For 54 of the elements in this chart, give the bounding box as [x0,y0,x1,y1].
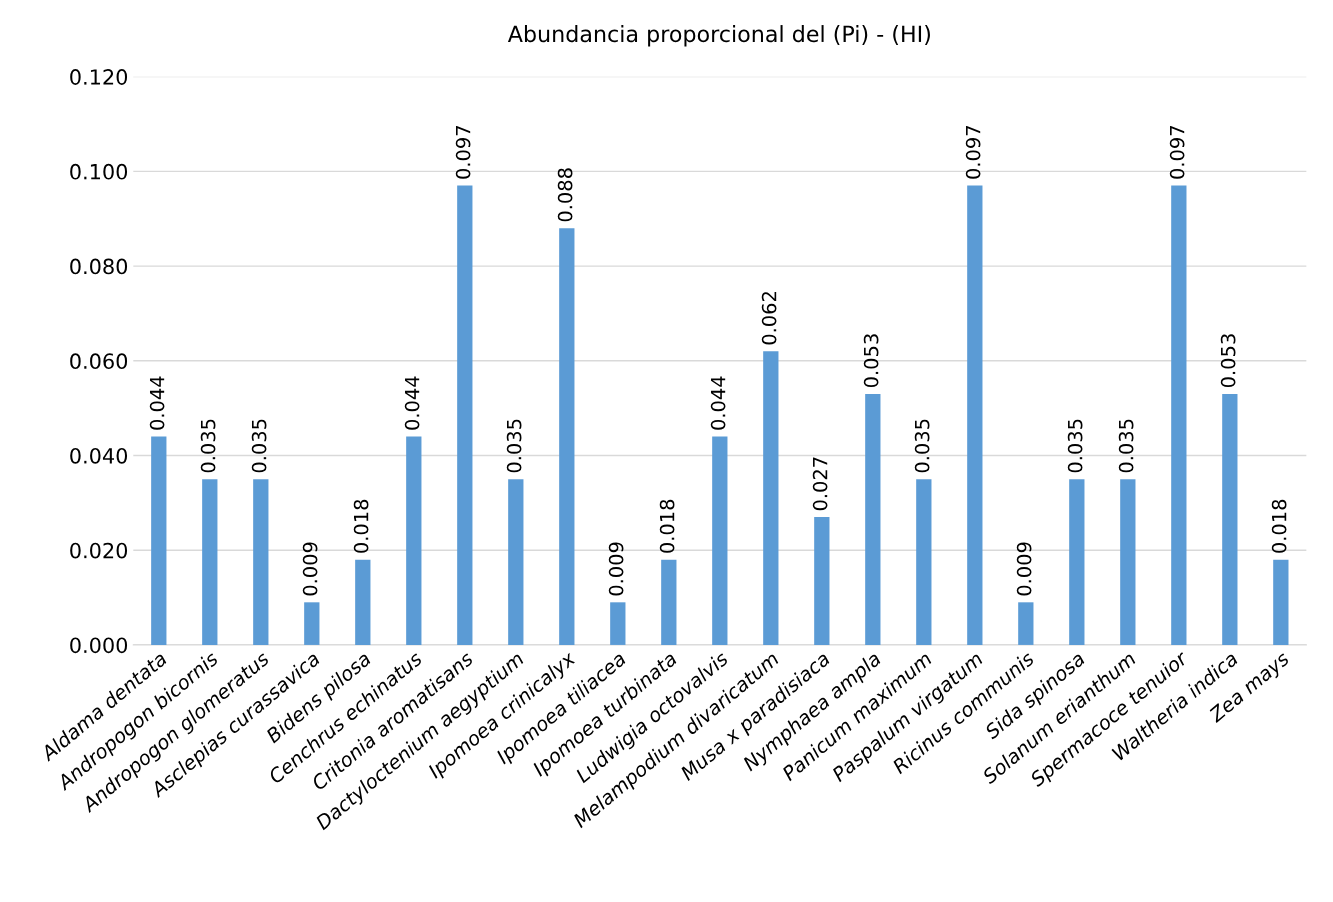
data-label: 0.044 [710,376,726,430]
bar [151,436,167,645]
data-label: 0.027 [812,457,828,511]
data-label: 0.018 [659,499,675,553]
data-label: 0.035 [251,419,267,473]
data-label: 0.044 [149,376,165,430]
data-label: 0.097 [1169,126,1185,179]
bar [712,436,728,645]
data-label: 0.062 [761,292,777,345]
data-label: 0.035 [1118,419,1134,473]
bar [202,479,218,645]
bar [1120,479,1136,645]
bar [1069,479,1085,645]
data-label: 0.035 [200,419,216,473]
bar [1018,602,1034,645]
y-tick-label: 0.080 [70,258,128,275]
data-label: 0.009 [302,542,318,596]
bar [355,559,371,645]
y-tick-label: 0.040 [70,447,128,464]
bar [661,559,677,645]
y-tick-label: 0.020 [70,542,128,559]
data-label: 0.018 [1271,499,1287,553]
data-label: 0.009 [608,542,624,596]
data-label: 0.035 [1067,419,1083,473]
y-tick-label: 0.120 [70,69,128,85]
bar [814,517,830,645]
bar [916,479,932,645]
data-label: 0.044 [404,376,420,430]
y-tick-label: 0.000 [70,637,128,654]
data-label: 0.009 [1016,542,1032,596]
data-label: 0.035 [506,419,522,473]
chart-title: Abundancia proporcional del (Pi) - (HI) [507,25,930,47]
y-tick-label: 0.100 [70,163,128,180]
bar [253,479,269,645]
data-label: 0.097 [455,126,471,179]
y-tick-label: 0.060 [70,353,128,370]
data-label: 0.053 [1220,334,1236,388]
data-label: 0.097 [965,126,981,179]
bar [304,602,320,645]
bar [763,351,779,645]
data-label: 0.088 [557,168,573,222]
bar [865,393,881,645]
data-label: 0.053 [863,334,879,388]
bar [610,602,626,645]
bar [1171,185,1187,645]
bar [1273,559,1289,645]
bar [457,185,473,645]
data-label: 0.018 [353,499,369,553]
bar [508,479,524,645]
bar [559,228,575,645]
bar [1222,393,1238,645]
bar [406,436,422,645]
data-label: 0.035 [914,419,930,473]
bar [967,185,983,645]
